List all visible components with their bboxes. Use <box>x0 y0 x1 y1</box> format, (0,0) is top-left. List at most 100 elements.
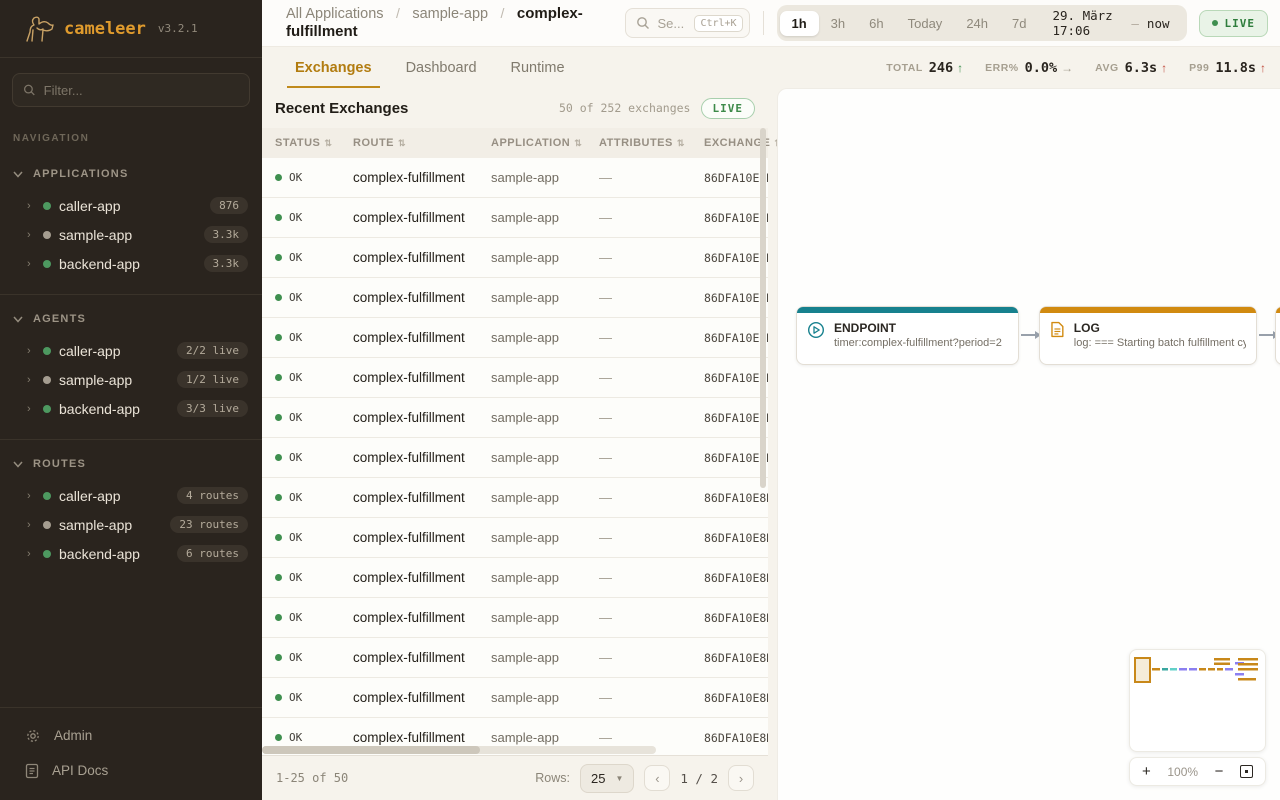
horizontal-scrollbar[interactable] <box>262 746 656 754</box>
page-indicator: 1 / 2 <box>680 770 718 786</box>
sidebar-filter[interactable] <box>12 73 250 107</box>
table-row[interactable]: OK complex-fulfillment sample-app — 86DF… <box>262 358 768 398</box>
prev-page-button[interactable]: ‹ <box>644 765 671 791</box>
table-row[interactable]: OK complex-fulfillment sample-app — 86DF… <box>262 318 768 358</box>
gear-icon <box>27 729 39 742</box>
table-row[interactable]: OK complex-fulfillment sample-app — 86DF… <box>262 718 768 755</box>
section-header-applications[interactable]: APPLICATIONS <box>0 164 262 184</box>
nav-section-label: NAVIGATION <box>13 133 90 144</box>
next-page-button[interactable]: › <box>728 765 754 791</box>
status-dot <box>43 230 51 239</box>
tab-bar: Exchanges Dashboard Runtime TOTAL 246 ↑ ER… <box>262 47 1280 88</box>
table-row[interactable]: OK complex-fulfillment sample-app — 86DF… <box>262 438 768 478</box>
live-pill[interactable]: LIVE <box>700 97 755 119</box>
sidebar-item[interactable]: › sample-app 23 routes <box>0 510 262 539</box>
time-range-button[interactable]: 3h <box>819 11 857 36</box>
document-icon <box>25 763 39 778</box>
status-dot <box>43 491 51 500</box>
time-range-button[interactable]: 24h <box>954 11 1000 36</box>
table-row[interactable]: OK complex-fulfillment sample-app — 86DF… <box>262 158 768 198</box>
live-toggle[interactable]: LIVE <box>1198 9 1268 37</box>
route-flow-canvas[interactable]: ENDPOINT timer:complex-fulfillment?perio… <box>777 88 1280 800</box>
ok-status-dot <box>275 534 282 541</box>
table-row[interactable]: OK complex-fulfillment sample-app — 86DF… <box>262 398 768 438</box>
sidebar-item[interactable]: › sample-app 3.3k <box>0 220 262 249</box>
play-circle-icon <box>807 321 825 339</box>
count-badge: 3.3k <box>203 226 248 243</box>
divider <box>0 294 262 295</box>
vertical-scrollbar-thumb[interactable] <box>760 128 766 488</box>
sidebar-item[interactable]: › sample-app 1/2 live <box>0 365 262 394</box>
breadcrumb-sample-app[interactable]: sample-app <box>412 6 489 22</box>
sidebar-item[interactable]: › caller-app 4 routes <box>0 481 262 510</box>
flow-node-log[interactable]: LOG log: === Starting batch fulfillment … <box>1039 306 1257 365</box>
table-row[interactable]: OK complex-fulfillment sample-app — 86DF… <box>262 678 768 718</box>
table-row[interactable]: OK complex-fulfillment sample-app — 86DF… <box>262 198 768 238</box>
count-badge: 4 routes <box>177 487 248 504</box>
app-title: cameleer <box>64 18 146 39</box>
table-row[interactable]: OK complex-fulfillment sample-app — 86DF… <box>262 558 768 598</box>
minimap[interactable] <box>1129 649 1266 752</box>
breadcrumb-all-applications[interactable]: All Applications <box>286 6 384 22</box>
count-badge: 876 <box>210 197 248 214</box>
column-header[interactable]: ATTRIBUTES ⇅ <box>599 137 685 149</box>
global-search[interactable]: Ctrl+K <box>625 8 750 38</box>
table-header: STATUS ⇅ ROUTE ⇅ APPLICATION ⇅ ATTRIBUTE… <box>262 128 782 158</box>
trend-arrow-icon: → <box>1061 60 1074 75</box>
exchanges-panel: Recent Exchanges 50 of 252 exchanges LIV… <box>262 88 782 800</box>
ok-status-dot <box>275 334 282 341</box>
topbar: All Applications / sample-app / complex-… <box>262 0 1280 47</box>
rows-per-page-select[interactable]: 25 ▼ <box>579 763 635 793</box>
column-header[interactable]: ROUTE ⇅ <box>353 137 407 149</box>
table-row[interactable]: OK complex-fulfillment sample-app — 86DF… <box>262 478 768 518</box>
zoom-in-button[interactable]: + <box>1142 763 1151 780</box>
time-range-button[interactable]: 7d <box>1000 11 1038 36</box>
table-row[interactable]: OK complex-fulfillment sample-app — 86DF… <box>262 278 768 318</box>
flow-node-endpoint[interactable]: ENDPOINT timer:complex-fulfillment?perio… <box>796 306 1019 365</box>
zoom-out-button[interactable]: − <box>1214 763 1224 780</box>
sidebar-item[interactable]: › caller-app 876 <box>0 191 262 220</box>
ok-status-dot <box>275 654 282 661</box>
sidebar-item[interactable]: › backend-app 6 routes <box>0 539 262 568</box>
table-row[interactable]: OK complex-fulfillment sample-app — 86DF… <box>262 518 768 558</box>
ok-status-dot <box>275 414 282 421</box>
zoom-controls: + 100% − <box>1129 757 1266 786</box>
time-range-button[interactable]: 6h <box>857 11 895 36</box>
search-input[interactable] <box>657 15 688 31</box>
column-header[interactable]: APPLICATION ⇅ <box>491 137 583 149</box>
fit-view-button[interactable] <box>1239 765 1253 778</box>
section-header-routes[interactable]: ROUTES <box>0 454 262 474</box>
tab[interactable]: Dashboard <box>405 59 477 76</box>
section-header-agents[interactable]: AGENTS <box>0 309 262 329</box>
ok-status-dot <box>275 494 282 501</box>
sidebar-item[interactable]: › backend-app 3/3 live <box>0 394 262 423</box>
node-accent-bar <box>797 307 1018 313</box>
sidebar-item[interactable]: › caller-app 2/2 live <box>0 336 262 365</box>
table-row[interactable]: OK complex-fulfillment sample-app — 86DF… <box>262 598 768 638</box>
chevron-right-icon: › <box>27 489 31 502</box>
count-badge: 23 routes <box>170 516 248 533</box>
flow-node-partial[interactable] <box>1275 306 1280 365</box>
time-range-button[interactable]: 1h <box>779 10 819 36</box>
time-range-button[interactable]: Today <box>896 11 955 36</box>
tab[interactable]: Exchanges <box>287 47 380 88</box>
horizontal-scrollbar-thumb[interactable] <box>262 746 480 754</box>
filter-input[interactable] <box>43 82 239 98</box>
ok-status-dot <box>275 614 282 621</box>
tab[interactable]: Runtime <box>510 59 565 76</box>
sidebar-section-agents: AGENTS › caller-app 2/2 live › sample-ap… <box>0 309 262 423</box>
node-accent-bar <box>1276 307 1280 313</box>
column-header[interactable]: STATUS ⇅ <box>275 137 333 149</box>
table-row[interactable]: OK complex-fulfillment sample-app — 86DF… <box>262 638 768 678</box>
minimap-graphic <box>1134 657 1258 683</box>
sidebar-item[interactable]: › backend-app 3.3k <box>0 249 262 278</box>
sidebar: cameleer v3.2.1 NAVIGATION APPLICATIONS … <box>0 0 262 800</box>
date-range-display[interactable]: 29. März 17:06 — now <box>1052 8 1170 38</box>
status-dot <box>43 520 51 529</box>
app-version: v3.2.1 <box>157 22 198 35</box>
table-row[interactable]: OK complex-fulfillment sample-app — 86DF… <box>262 238 768 278</box>
chevron-down-icon <box>13 461 23 468</box>
sidebar-item-admin[interactable]: Admin <box>0 718 262 753</box>
column-header[interactable]: EXCHANGE ⇅ <box>704 137 782 149</box>
sidebar-item-api-docs[interactable]: API Docs <box>0 753 262 788</box>
